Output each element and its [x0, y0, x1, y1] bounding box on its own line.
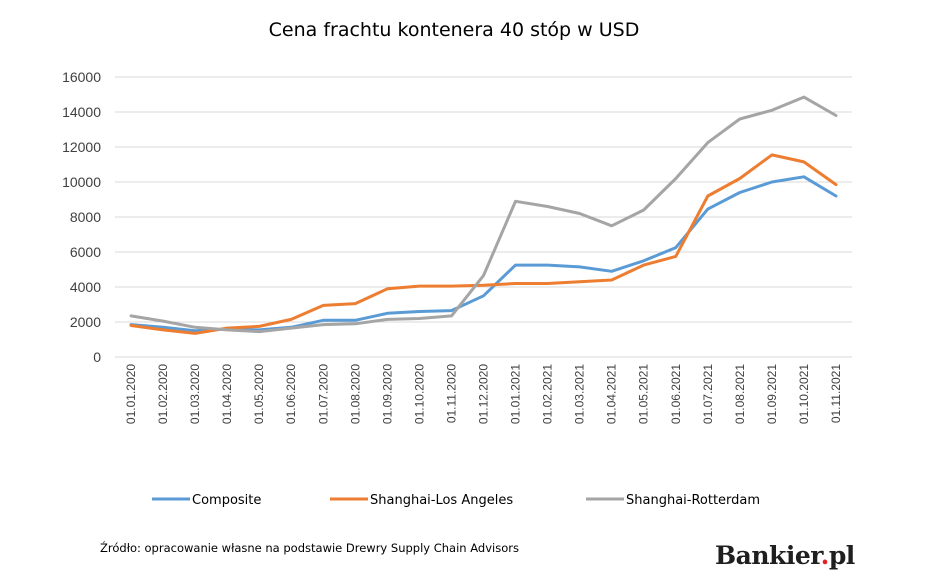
series-line-composite: [129, 175, 838, 333]
x-tick-label: 01.08.2020: [348, 364, 362, 424]
x-axis-ticks: 01.01.2020 01.02.2020 01.03.2020 01.04.2020…: [124, 364, 843, 424]
x-tick-label: 01.07.2020: [316, 364, 330, 424]
x-tick-label: 01.12.2020: [477, 364, 491, 424]
x-tick-label: 01.09.2020: [380, 364, 394, 424]
y-tick-label: 2000: [70, 314, 101, 330]
x-tick-label: 01.10.2021: [797, 364, 811, 424]
x-tick-label: 01.01.2021: [509, 364, 523, 424]
y-tick-label: 14000: [62, 104, 101, 120]
logo-suffix: pl: [828, 541, 855, 570]
y-tick-label: 4000: [70, 279, 101, 295]
chart-title: Cena frachtu kontenera 40 stóp w USD: [269, 19, 640, 41]
legend-label: Shanghai-Los Angeles: [370, 493, 513, 508]
x-tick-label: 01.05.2021: [637, 364, 651, 424]
x-tick-label: 01.02.2021: [541, 364, 555, 424]
y-tick-label: 0: [93, 349, 101, 365]
series-lines: [129, 95, 838, 335]
y-tick-label: 12000: [62, 139, 101, 155]
bankier-logo: Bankier.pl: [715, 541, 855, 570]
x-tick-label: 01.09.2021: [765, 364, 779, 424]
x-tick-label: 01.04.2021: [605, 364, 619, 424]
logo-dot: .: [820, 541, 830, 570]
x-tick-label: 01.11.2020: [444, 364, 458, 423]
x-tick-label: 01.06.2020: [284, 364, 298, 424]
source-note: Źródło: opracowanie własne na podstawie …: [100, 541, 519, 555]
legend-label: Shanghai-Rotterdam: [626, 493, 760, 508]
legend-label: Composite: [192, 493, 261, 508]
series-line-shanghai-los-angeles: [129, 153, 838, 335]
y-axis-ticks: 0 2000 4000 6000 8000 10000 12000 14000 16000: [62, 69, 101, 365]
x-tick-label: 01.10.2020: [412, 364, 426, 424]
x-tick-label: 01.03.2020: [188, 364, 202, 424]
x-tick-label: 01.02.2020: [156, 364, 170, 424]
gridlines: [115, 76, 852, 358]
x-tick-label: 01.11.2021: [829, 364, 843, 423]
y-tick-label: 10000: [62, 174, 101, 190]
legend: Composite Shanghai-Los Angeles Shanghai-Ro…: [152, 493, 760, 508]
y-tick-label: 8000: [70, 209, 101, 225]
x-tick-label: 01.03.2021: [573, 364, 587, 424]
x-tick-label: 01.04.2020: [220, 364, 234, 424]
x-tick-label: 01.07.2021: [701, 364, 715, 424]
x-tick-label: 01.01.2020: [124, 364, 138, 424]
x-tick-label: 01.08.2021: [733, 364, 747, 424]
x-tick-label: 01.06.2021: [669, 364, 683, 424]
logo-main: Bankier: [715, 541, 821, 570]
y-tick-label: 6000: [70, 244, 101, 260]
x-tick-label: 01.05.2020: [252, 364, 266, 424]
series-line-shanghai-rotterdam: [129, 95, 838, 334]
y-tick-label: 16000: [62, 69, 101, 85]
